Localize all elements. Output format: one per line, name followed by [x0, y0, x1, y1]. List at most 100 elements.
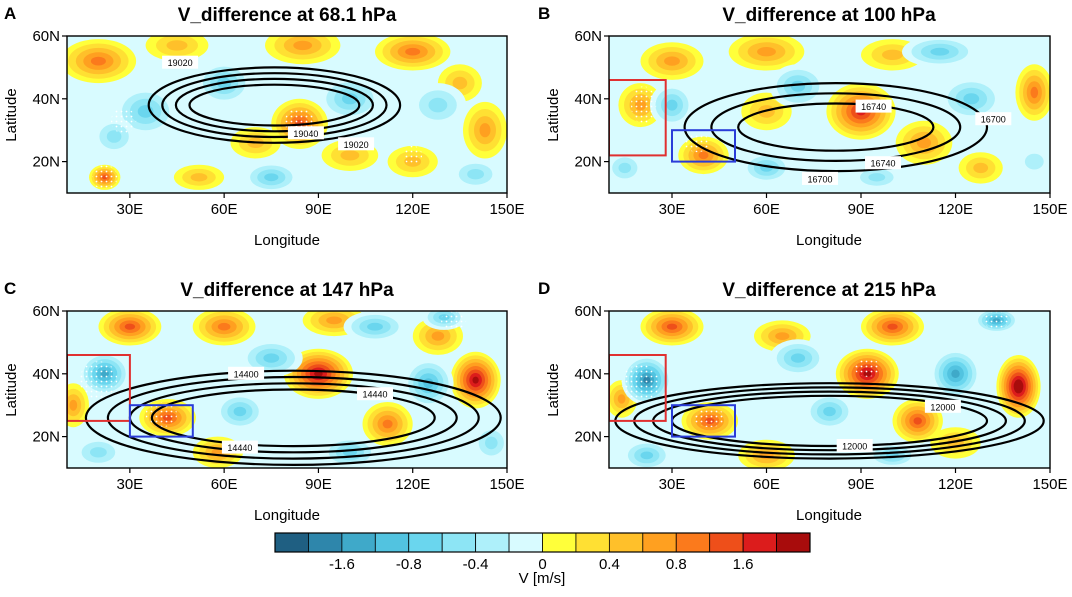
colorbar-bin-11 — [642, 532, 677, 553]
panel-c-anomaly-12 — [239, 339, 303, 377]
panel-b-plot: 16740 16700 16740 16700 30E 60E 90E 120E 150E 20N… — [574, 28, 1067, 218]
panel-a-anomaly-14-level-3 — [342, 93, 358, 105]
colorbar-bin-0 — [274, 532, 309, 553]
panel-c-anomaly-18 — [472, 424, 507, 462]
panel-c-xlabel: Longitude — [254, 507, 320, 524]
panel-a-significance-stipple-0 — [92, 164, 118, 190]
panel-a-anomaly-18-level-2 — [467, 169, 484, 180]
panel-c-anomaly-18-level-2 — [485, 436, 498, 450]
panel-b-xlabel: Longitude — [796, 232, 862, 249]
panel-a-anomaly-0 — [67, 39, 137, 84]
panel-b-anomaly-1 — [640, 42, 704, 80]
panel-c-anomaly-6-level-3 — [326, 316, 342, 325]
panel-a-xtick-label-3: 120E — [395, 201, 430, 218]
panel-a-ytick-label-2: 60N — [32, 28, 60, 45]
panel-b-anomaly-12-level-3 — [963, 93, 980, 105]
panel-c-blue-box — [128, 404, 194, 438]
panel-d-ytick-label-1: 40N — [574, 366, 602, 383]
panel-a-ytick-label-1: 40N — [32, 91, 60, 108]
panel-b-anomaly-8-level-2 — [973, 162, 989, 174]
panel-b-anomaly-14-level-2 — [618, 162, 632, 174]
colorbar-ticks: -1.6 -0.8 -0.4 0 0.4 0.8 1.6 — [329, 556, 754, 573]
panel-b-contour-label-bg-2 — [865, 156, 901, 170]
colorbar-bins — [274, 532, 811, 553]
panel-a-anomaly-2-level-3 — [293, 40, 313, 51]
panel-a-geopotential-contours — [147, 66, 402, 144]
panel-d-anomaly-13-level-3 — [790, 353, 806, 363]
panel-b-anomaly-12 — [939, 76, 1003, 121]
panel-b-contour-label-0: 16740 — [861, 102, 886, 112]
panel-b-anomaly-17 — [1015, 145, 1050, 178]
panel-d-blue-box — [671, 404, 736, 438]
panel-d: D V_difference at 215 hPa 12000 12000 30E 6… — [538, 279, 1068, 524]
panel-a-significance-stipple-2 — [111, 108, 137, 134]
panel-d-significance-stipple-3 — [983, 311, 1010, 330]
panel-b-letter: B — [538, 4, 550, 23]
colorbar-bin-12 — [675, 532, 711, 553]
panel-d-ytick-label-2: 60N — [574, 303, 602, 320]
panel-b-xtick-label-1: 60E — [753, 201, 780, 218]
colorbar-tick-label-3: 0 — [538, 556, 546, 573]
panel-b-contour-label-1: 16700 — [981, 115, 1006, 125]
panel-c-significance-stipple-2 — [441, 311, 467, 330]
panel-b: B V_difference at 100 hPa 16740167001674… — [538, 4, 1068, 249]
colorbar-tick-label-0: -1.6 — [329, 556, 355, 573]
panel-c-anomaly-17-level-2 — [90, 447, 107, 458]
panel-a-contour-label-2: 19020 — [344, 140, 369, 150]
panel-b-geopotential-contours — [683, 81, 989, 173]
panel-c-anomaly-11 — [403, 358, 454, 409]
panel-d-anomaly-1-level-8 — [1016, 382, 1021, 390]
colorbar-tick-label-1: -0.8 — [396, 556, 422, 573]
panel-b-field: 16740 16700 16740 16700 — [609, 36, 1050, 193]
colorbar-bin-5 — [441, 532, 477, 553]
panel-b-anomaly-14 — [609, 152, 644, 184]
panel-c-title: V_difference at 147 hPa — [180, 280, 394, 301]
panel-a-anomaly-12 — [114, 86, 177, 137]
panel-c-anomaly-2-level-4 — [382, 419, 393, 429]
panel-c-geopotential-contours — [84, 369, 502, 466]
panel-a-anomaly-6-level-2 — [340, 150, 360, 161]
panel-c-anomaly-15 — [214, 392, 265, 431]
panel-b-anomaly-1-level-3 — [664, 56, 680, 66]
panel-a-anomaly-11 — [173, 164, 225, 190]
panel-d-anomaly-4 — [640, 311, 704, 346]
colorbar-bin-7 — [508, 532, 543, 553]
panel-a-frame — [66, 35, 508, 194]
panel-b-anomaly-9-level-2 — [882, 49, 903, 60]
panel-b-frame — [608, 35, 1051, 194]
panel-c-plot: 14400 14440 14440 30E 60E 90E 120E 150E 20N 40N 60… — [32, 303, 524, 493]
colorbar-bin-9 — [575, 532, 610, 553]
panel-b-ylabel: Latitude — [545, 88, 562, 141]
panel-a-contour-line-0 — [147, 66, 402, 144]
panel-d-anomaly-3-level-5 — [913, 417, 922, 425]
panel-d-frame — [608, 310, 1051, 469]
panel-b-xtick-label-4: 150E — [1032, 201, 1067, 218]
panel-b-anomaly-13-level-3 — [930, 47, 950, 56]
panel-c-ytick-label-1: 40N — [32, 366, 60, 383]
panel-d-anomaly-14 — [804, 392, 855, 431]
panel-d-contour-label-0: 12000 — [930, 402, 955, 412]
panel-a-contour-line-1 — [161, 72, 388, 139]
panel-a-xtick-label-0: 30E — [117, 201, 144, 218]
panel-a-ytick-label-0: 20N — [32, 154, 60, 171]
panel-c-anomaly-4-level-5 — [124, 323, 136, 330]
panel-b-anomaly-5 — [1015, 64, 1050, 121]
panel-c-contour-label-bg-1 — [357, 387, 393, 401]
panel-c-anomaly-2 — [362, 402, 413, 446]
panel-d-ytick-label-0: 20N — [574, 429, 602, 446]
panel-a-xtick-label-2: 90E — [305, 201, 332, 218]
panel-b-xtick-label-0: 30E — [659, 201, 686, 218]
panel-c-ytick-label-0: 20N — [32, 429, 60, 446]
panel-d-anomaly-5 — [861, 311, 924, 346]
panel-a-contour-label-1: 19040 — [293, 129, 318, 139]
panel-c-ylabel: Latitude — [3, 363, 20, 416]
panel-c-contour-label-bg-0 — [228, 366, 265, 380]
panel-b-anomaly-6-level-4 — [698, 151, 709, 160]
panel-d-anomaly-15-level-3 — [640, 451, 654, 460]
panel-c-xtick-label-0: 30E — [117, 476, 144, 493]
panel-a-xtick-label-1: 60E — [211, 201, 238, 218]
panel-c-ytick-label-2: 60N — [32, 303, 60, 320]
panel-c-contour-label-0: 14400 — [234, 369, 259, 379]
panel-d-field: 12000 12000 — [609, 311, 1050, 468]
